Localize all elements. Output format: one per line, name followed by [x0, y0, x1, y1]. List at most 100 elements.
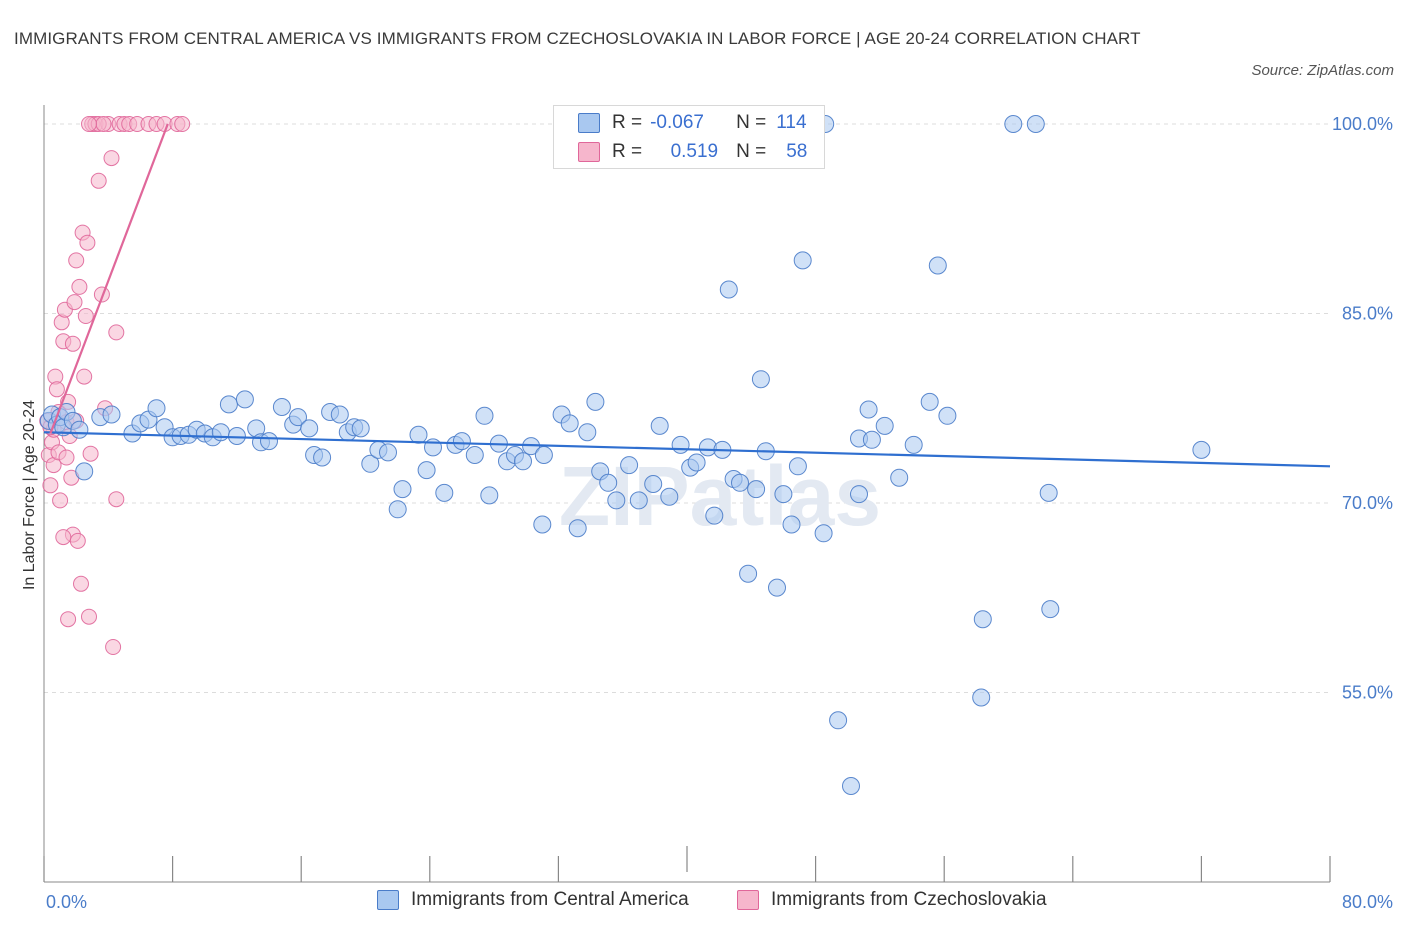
trend-line-czechoslovakia [49, 123, 169, 434]
point-central-america [814, 524, 833, 543]
point-central-america [560, 414, 579, 433]
point-central-america [480, 486, 499, 505]
bottom-legend-central-america: Immigrants from Central America [377, 889, 689, 911]
point-central-america [289, 408, 307, 427]
point-central-america [260, 432, 278, 451]
point-central-america [465, 446, 484, 464]
legend-r-value: -0.067 [650, 112, 704, 133]
point-central-america [227, 427, 246, 445]
point-central-america [70, 420, 89, 439]
point-czechoslovakia [79, 234, 96, 251]
point-central-america [973, 610, 992, 629]
point-czechoslovakia [174, 116, 191, 132]
point-central-america [388, 500, 407, 519]
x-tick-labels: 0.0% 80.0% [46, 892, 1393, 912]
point-central-america [644, 475, 663, 493]
point-central-america [782, 515, 801, 534]
point-central-america [534, 446, 553, 464]
point-czechoslovakia [55, 529, 72, 546]
axes [43, 105, 1331, 883]
series-czechoslovakia-points [39, 116, 191, 655]
point-central-america [533, 515, 552, 534]
point-central-america [219, 395, 238, 414]
point-czechoslovakia [95, 116, 112, 132]
point-central-america [1004, 115, 1023, 133]
legend-row-czechoslovakia: R = 0.519 N = 58 [578, 139, 807, 165]
point-central-america [850, 485, 868, 504]
point-czechoslovakia [108, 491, 125, 508]
point-central-america [409, 425, 428, 444]
point-central-america [671, 435, 690, 454]
series-central-america-points [39, 115, 1211, 795]
point-central-america [768, 578, 786, 597]
point-czechoslovakia [81, 116, 97, 132]
point-central-america [75, 462, 94, 481]
bottom-legend-label: Immigrants from Central America [411, 889, 689, 910]
point-central-america [586, 392, 605, 411]
point-central-america [747, 480, 766, 499]
point-central-america [829, 711, 848, 730]
y-tick-label: 100.0% [1332, 114, 1393, 134]
point-central-america [568, 519, 587, 538]
point-central-america [1041, 600, 1060, 619]
y-tick-label: 55.0% [1342, 682, 1393, 702]
correlation-legend: R = -0.067 N = 114 R = 0.519 N = 58 [553, 105, 825, 169]
point-central-america [793, 251, 812, 270]
point-central-america [417, 461, 436, 480]
point-central-america [842, 777, 860, 795]
y-tick-label: 85.0% [1342, 303, 1393, 323]
bottom-legend: Immigrants from Central America Immigran… [0, 889, 1406, 917]
point-central-america [475, 406, 494, 425]
point-central-america [731, 473, 749, 492]
point-central-america [687, 453, 706, 472]
point-central-america [514, 452, 532, 471]
point-czechoslovakia [90, 172, 107, 189]
point-central-america [313, 448, 332, 467]
legend-swatch-blue [578, 113, 600, 133]
legend-r-label: R = [612, 112, 643, 133]
point-central-america [351, 419, 370, 438]
point-central-america [452, 432, 471, 451]
point-czechoslovakia [76, 368, 93, 385]
x-tick-label-min: 0.0% [46, 892, 87, 912]
point-central-america [875, 416, 894, 435]
point-central-america [1026, 115, 1045, 133]
point-czechoslovakia [71, 278, 88, 295]
point-central-america [235, 390, 254, 409]
source-label: Source: ZipAtlas.com [1251, 62, 1394, 79]
legend-n-value: 114 [776, 112, 807, 133]
y-tick-label: 70.0% [1342, 493, 1393, 513]
trend-lines [43, 123, 1331, 468]
watermark: ZIPatlas [559, 449, 881, 543]
point-central-america [904, 435, 923, 454]
bottom-legend-czechoslovakia: Immigrants from Czechoslovakia [737, 889, 1047, 911]
trend-line-central-america [43, 431, 1331, 468]
point-central-america [361, 454, 380, 473]
point-czechoslovakia [52, 492, 69, 509]
point-central-america [147, 399, 166, 418]
point-czechoslovakia [77, 308, 94, 324]
point-czechoslovakia [103, 150, 120, 167]
bottom-legend-swatch-blue [377, 890, 399, 910]
point-central-america [578, 423, 597, 442]
point-central-america [660, 487, 679, 506]
legend-n-value: 58 [786, 141, 808, 162]
point-central-america [102, 405, 121, 424]
point-central-america [379, 443, 397, 462]
point-czechoslovakia [68, 252, 85, 269]
point-central-america [330, 405, 349, 424]
bottom-legend-label: Immigrants from Czechoslovakia [771, 889, 1047, 910]
point-czechoslovakia [58, 449, 75, 466]
x-tick-label-max: 80.0% [1342, 892, 1393, 912]
point-czechoslovakia [48, 381, 65, 398]
point-central-america [1192, 440, 1211, 459]
point-czechoslovakia [73, 575, 89, 592]
legend-n-label: N = [736, 141, 767, 162]
point-czechoslovakia [69, 532, 86, 549]
point-central-america [272, 398, 291, 416]
point-central-america [859, 400, 878, 419]
point-czechoslovakia [64, 335, 81, 352]
point-czechoslovakia [66, 294, 83, 311]
point-central-america [739, 564, 758, 583]
